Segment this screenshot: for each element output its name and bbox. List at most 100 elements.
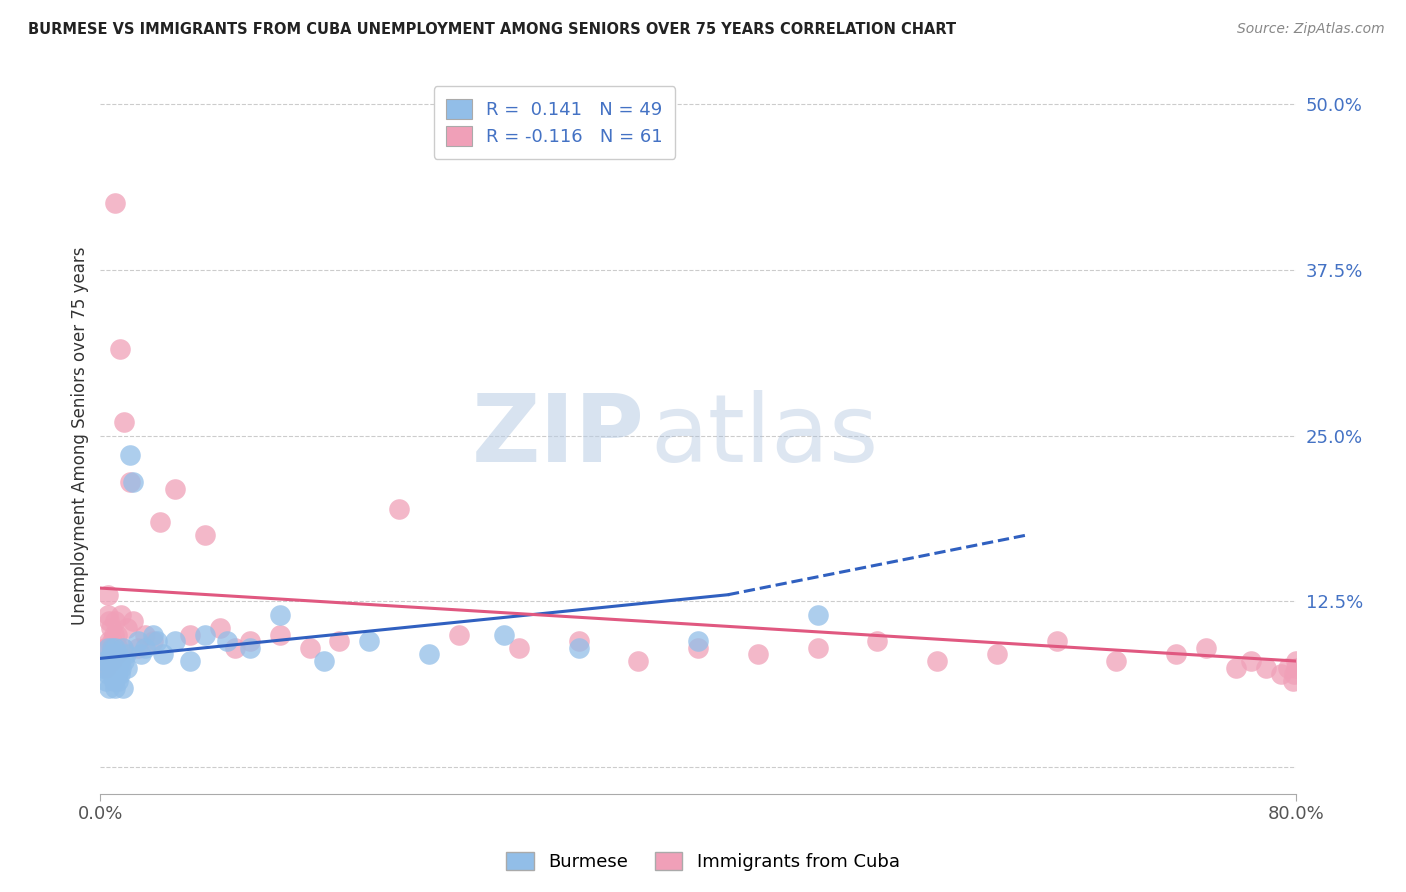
- Point: [866, 634, 889, 648]
- Point: [224, 640, 246, 655]
- Point: [1284, 667, 1306, 681]
- Point: [567, 640, 589, 655]
- Point: [103, 627, 125, 641]
- Point: [627, 654, 650, 668]
- Point: [104, 196, 127, 211]
- Point: [127, 640, 149, 655]
- Point: [117, 621, 139, 635]
- Point: [101, 634, 124, 648]
- Point: [927, 654, 949, 668]
- Point: [110, 661, 132, 675]
- Point: [105, 654, 128, 668]
- Point: [105, 648, 128, 662]
- Point: [239, 634, 262, 648]
- Point: [108, 343, 131, 357]
- Text: atlas: atlas: [650, 390, 879, 482]
- Point: [194, 528, 217, 542]
- Point: [122, 614, 145, 628]
- Point: [142, 627, 165, 641]
- Point: [388, 501, 411, 516]
- Point: [1285, 654, 1308, 668]
- Point: [418, 648, 440, 662]
- Point: [179, 627, 201, 641]
- Text: ZIP: ZIP: [471, 390, 644, 482]
- Point: [1225, 661, 1247, 675]
- Point: [165, 482, 187, 496]
- Point: [104, 681, 127, 695]
- Point: [1166, 648, 1188, 662]
- Point: [208, 621, 231, 635]
- Point: [127, 634, 149, 648]
- Point: [686, 634, 709, 648]
- Point: [747, 648, 769, 662]
- Point: [314, 654, 336, 668]
- Point: [103, 673, 125, 688]
- Point: [97, 667, 120, 681]
- Point: [1285, 661, 1308, 675]
- Point: [134, 640, 156, 655]
- Point: [1254, 661, 1277, 675]
- Point: [194, 627, 217, 641]
- Point: [110, 607, 132, 622]
- Point: [97, 588, 120, 602]
- Point: [101, 667, 124, 681]
- Point: [114, 648, 136, 662]
- Point: [96, 673, 118, 688]
- Point: [94, 654, 117, 668]
- Point: [107, 640, 129, 655]
- Point: [807, 640, 830, 655]
- Point: [567, 634, 589, 648]
- Point: [94, 640, 117, 655]
- Point: [1105, 654, 1128, 668]
- Point: [107, 648, 129, 662]
- Point: [101, 640, 124, 655]
- Point: [100, 621, 122, 635]
- Point: [134, 627, 156, 641]
- Point: [807, 607, 830, 622]
- Point: [179, 654, 201, 668]
- Point: [98, 654, 121, 668]
- Text: BURMESE VS IMMIGRANTS FROM CUBA UNEMPLOYMENT AMONG SENIORS OVER 75 YEARS CORRELA: BURMESE VS IMMIGRANTS FROM CUBA UNEMPLOY…: [28, 22, 956, 37]
- Point: [107, 673, 129, 688]
- Point: [1240, 654, 1263, 668]
- Point: [269, 627, 291, 641]
- Point: [98, 614, 121, 628]
- Point: [97, 640, 120, 655]
- Point: [508, 640, 530, 655]
- Point: [146, 634, 169, 648]
- Point: [1195, 640, 1218, 655]
- Point: [103, 648, 125, 662]
- Point: [447, 627, 470, 641]
- Point: [104, 640, 127, 655]
- Point: [1281, 673, 1303, 688]
- Point: [108, 654, 131, 668]
- Point: [986, 648, 1008, 662]
- Point: [104, 614, 127, 628]
- Point: [112, 654, 135, 668]
- Point: [152, 648, 174, 662]
- Point: [103, 648, 125, 662]
- Point: [492, 627, 515, 641]
- Point: [120, 449, 142, 463]
- Point: [104, 661, 127, 675]
- Y-axis label: Unemployment Among Seniors over 75 years: Unemployment Among Seniors over 75 years: [72, 246, 89, 624]
- Point: [91, 661, 114, 675]
- Point: [142, 634, 165, 648]
- Point: [111, 681, 134, 695]
- Point: [686, 640, 709, 655]
- Point: [111, 640, 134, 655]
- Point: [98, 681, 121, 695]
- Point: [1046, 634, 1069, 648]
- Point: [165, 634, 187, 648]
- Point: [105, 667, 128, 681]
- Point: [101, 654, 124, 668]
- Point: [112, 415, 135, 429]
- Point: [120, 475, 142, 489]
- Point: [328, 634, 350, 648]
- Point: [98, 634, 121, 648]
- Text: Source: ZipAtlas.com: Source: ZipAtlas.com: [1237, 22, 1385, 37]
- Point: [108, 667, 131, 681]
- Point: [100, 661, 122, 675]
- Point: [269, 607, 291, 622]
- Point: [298, 640, 321, 655]
